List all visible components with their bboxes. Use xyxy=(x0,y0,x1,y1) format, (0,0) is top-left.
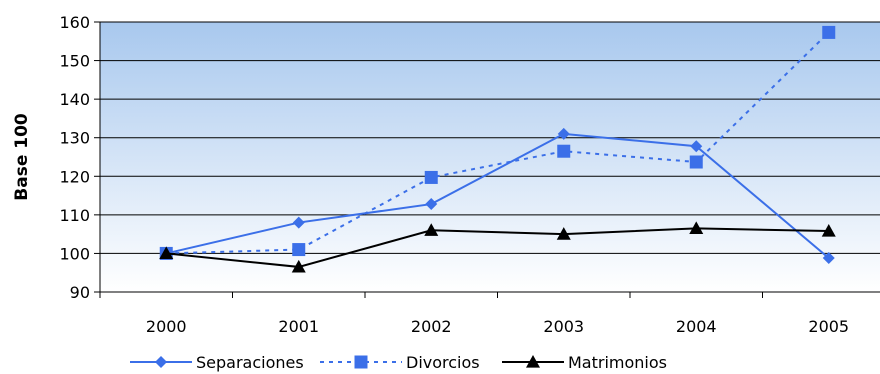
y-tick-label: 130 xyxy=(59,129,90,148)
y-tick-label: 90 xyxy=(70,283,90,302)
legend-marker-divorcios xyxy=(354,355,368,369)
data-point-separaciones xyxy=(425,198,438,211)
data-point-divorcios xyxy=(689,155,703,169)
axes xyxy=(99,22,880,298)
x-tick-label: 2004 xyxy=(676,317,717,336)
plot-area xyxy=(100,22,880,292)
legend-label-separaciones: Separaciones xyxy=(196,353,304,372)
data-point-separaciones xyxy=(822,252,835,265)
x-tick-label: 2002 xyxy=(411,317,452,336)
legend-item-divorcios: Divorcios xyxy=(320,353,480,372)
data-point-divorcios xyxy=(557,144,571,158)
data-point-matrimonios xyxy=(159,246,174,260)
data-point-divorcios xyxy=(424,170,438,184)
y-tick-label: 140 xyxy=(59,90,90,109)
data-point-separaciones xyxy=(557,127,570,140)
x-tick-label: 2001 xyxy=(278,317,319,336)
y-tick-label: 110 xyxy=(59,206,90,225)
legend-item-separaciones: Separaciones xyxy=(130,353,304,372)
series-group xyxy=(159,25,836,273)
data-point-divorcios xyxy=(822,25,836,39)
data-point-separaciones xyxy=(690,140,703,153)
legend-marker-separaciones xyxy=(155,356,167,368)
y-tick-label: 100 xyxy=(59,244,90,263)
series-line-separaciones xyxy=(166,132,830,259)
y-tick-label: 120 xyxy=(59,167,90,186)
x-tick-label: 2003 xyxy=(543,317,584,336)
legend: Separaciones Divorcios Matrimonios xyxy=(130,353,667,372)
series-line-matrimonios xyxy=(166,227,829,268)
data-point-matrimonios xyxy=(556,227,571,240)
series-matrimonios xyxy=(159,221,836,273)
data-point-matrimonios xyxy=(821,224,836,237)
x-tick-labels: 2000 2001 2002 2003 2004 2005 xyxy=(146,317,849,336)
data-point-matrimonios xyxy=(424,223,439,236)
data-point-separaciones xyxy=(292,216,305,229)
legend-item-matrimonios: Matrimonios xyxy=(502,353,667,372)
legend-label-matrimonios: Matrimonios xyxy=(568,353,667,372)
data-point-matrimonios xyxy=(291,259,306,273)
data-point-matrimonios xyxy=(689,221,704,234)
gridlines xyxy=(94,21,880,293)
x-tick-label: 2000 xyxy=(146,317,187,336)
y-tick-label: 160 xyxy=(59,13,90,32)
legend-label-divorcios: Divorcios xyxy=(406,353,480,372)
data-point-divorcios xyxy=(292,243,306,257)
y-axis-label: Base 100 xyxy=(12,113,32,201)
y-tick-labels: 90 100 110 120 130 140 150 160 xyxy=(59,13,90,302)
x-tick-label: 2005 xyxy=(808,317,849,336)
y-tick-label: 150 xyxy=(59,52,90,71)
legend-marker-matrimonios xyxy=(526,355,540,368)
series-line-divorcios xyxy=(166,31,830,255)
